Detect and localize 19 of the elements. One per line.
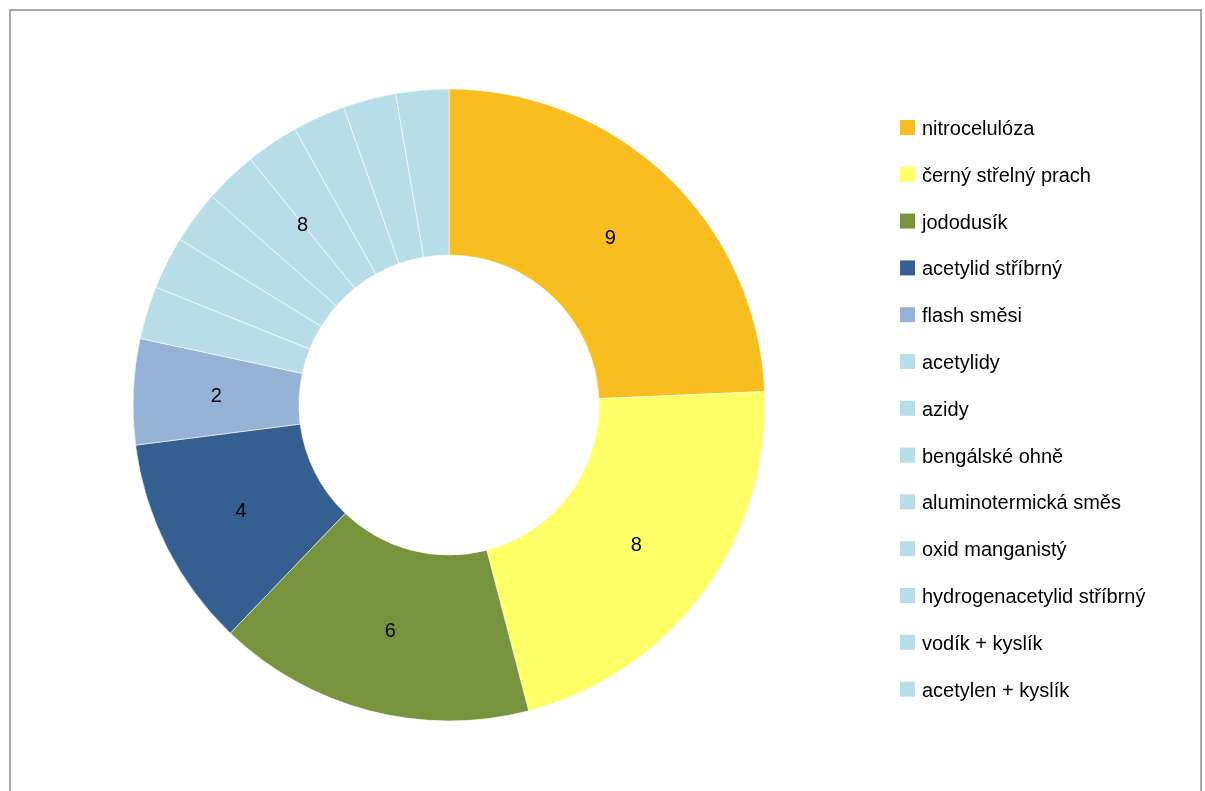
- legend-label: černý střelný prach: [922, 163, 1091, 186]
- legend-label: hydrogenacetylid stříbrný: [922, 585, 1146, 607]
- legend-label: aluminotermická směs: [922, 491, 1121, 514]
- legend-label: flash směsi: [922, 304, 1023, 327]
- data-label: 8: [630, 532, 642, 555]
- legend-label: azidy: [922, 397, 969, 420]
- data-label: 6: [384, 619, 396, 642]
- legend-label: nitrocelulóza: [922, 117, 1036, 139]
- legend-label: acetylidy: [922, 351, 1000, 373]
- legend-label: jododusík: [921, 210, 1009, 233]
- legend-label: bengálské ohně: [922, 444, 1064, 467]
- legend-label: acetylid stříbrný: [922, 257, 1063, 280]
- legend-label: oxid manganistý: [922, 538, 1067, 561]
- text: 8: [297, 212, 309, 235]
- legend-label: acetylen + kyslík: [922, 678, 1071, 701]
- data-label: 9: [604, 225, 616, 248]
- data-label: 2: [210, 384, 222, 407]
- legend-label: vodík + kyslík: [922, 631, 1044, 654]
- data-label: 4: [235, 498, 247, 521]
